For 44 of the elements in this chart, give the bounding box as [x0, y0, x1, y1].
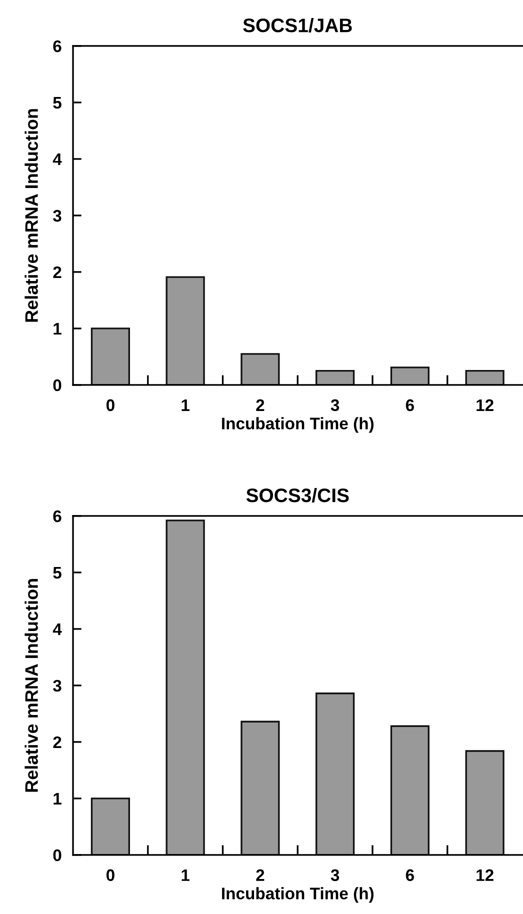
- bar: [390, 725, 430, 855]
- y-tick-label: 3: [53, 680, 62, 692]
- bar: [90, 328, 130, 385]
- y-tick-label: 1: [54, 323, 62, 335]
- y-tick-label: 4: [52, 624, 62, 635]
- y-tick-label: 5: [53, 567, 62, 579]
- chart-title: SOCS1/JAB: [243, 18, 352, 32]
- x-tick-label: 6: [406, 399, 414, 412]
- y-tick-label: 2: [53, 266, 62, 278]
- y-tick-label: 6: [53, 40, 62, 52]
- y-tick-label: 0: [53, 849, 62, 862]
- x-tick-label: 2: [256, 399, 264, 411]
- x-tick-label: 12: [476, 399, 494, 411]
- y-tick-label: 6: [53, 510, 62, 522]
- bar: [316, 692, 355, 855]
- x-tick-label: 1: [182, 869, 190, 881]
- x-tick-label: 0: [106, 399, 114, 412]
- bar: [390, 366, 430, 385]
- y-axis-title: Relative mRNA Induction: [24, 579, 38, 792]
- x-tick-label: 1: [182, 399, 190, 411]
- chart-title: SOCS3/CIS: [246, 488, 349, 502]
- y-tick-label: 2: [53, 736, 62, 748]
- x-tick-label: 3: [330, 399, 340, 412]
- bar: [90, 798, 130, 855]
- x-axis-title: Incubation Time (h): [222, 417, 374, 433]
- x-axis-title: Incubation Time (h): [222, 887, 374, 903]
- x-tick-label: 12: [476, 869, 494, 881]
- bar: [166, 276, 205, 385]
- x-tick-label: 0: [106, 869, 114, 882]
- y-axis-title: Relative mRNA Induction: [24, 109, 38, 322]
- x-tick-label: 3: [330, 869, 340, 882]
- bar: [240, 353, 280, 385]
- y-tick-label: 3: [53, 210, 62, 222]
- bar: [465, 750, 504, 855]
- y-tick-label: 4: [52, 154, 62, 166]
- x-tick-label: 2: [256, 869, 264, 881]
- bar: [166, 520, 205, 855]
- y-tick-label: 0: [53, 379, 62, 392]
- y-tick-label: 1: [54, 793, 62, 804]
- bar: [240, 720, 280, 855]
- y-tick-label: 5: [53, 97, 62, 109]
- bar: [316, 370, 355, 385]
- x-tick-label: 6: [406, 869, 414, 882]
- bar: [465, 370, 504, 385]
